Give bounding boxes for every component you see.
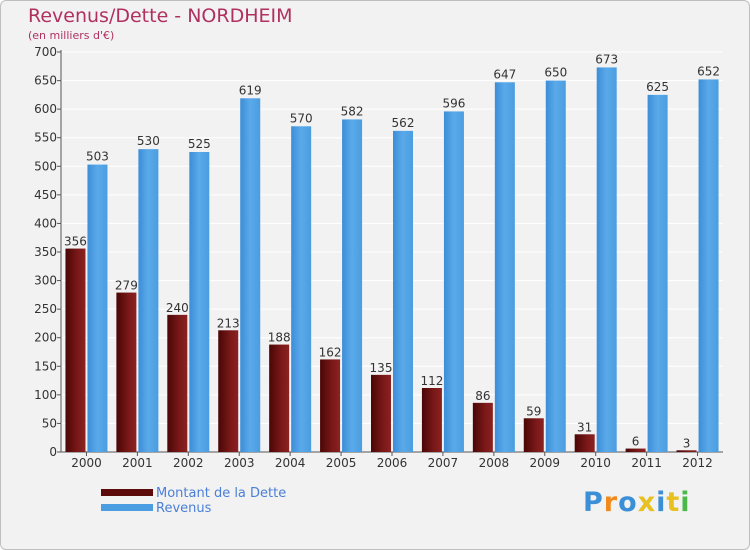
bar-debt-2000 xyxy=(65,248,86,452)
legend-label-revenus: Revenus xyxy=(156,501,212,516)
data-label-debt-2009: 59 xyxy=(526,404,541,418)
logo-letter: o xyxy=(618,487,638,518)
proxiti-logo: Proxiti xyxy=(583,487,691,518)
y-tick-label: 450 xyxy=(34,188,57,202)
x-tick-label-2009: 2009 xyxy=(529,456,560,470)
data-label-debt-2011: 6 xyxy=(632,435,640,449)
legend-swatch-revenus xyxy=(101,504,153,511)
bar-debt-2007 xyxy=(421,388,442,452)
x-tick-label-2011: 2011 xyxy=(631,456,662,470)
logo-letter: t xyxy=(666,487,681,518)
y-tick-label: 200 xyxy=(34,331,57,345)
bar-debt-2006 xyxy=(371,374,391,452)
y-tick-label: 500 xyxy=(34,159,57,173)
chart-subtitle: (en milliers d'€) xyxy=(28,29,115,42)
bar-revenus-2012 xyxy=(698,79,719,452)
logo-letter: i xyxy=(680,487,691,518)
data-label-debt-2006: 135 xyxy=(370,361,393,375)
data-label-revenus-2007: 596 xyxy=(442,96,465,110)
x-tick-label-2007: 2007 xyxy=(428,456,459,470)
data-label-revenus-2011: 625 xyxy=(646,80,669,94)
chart-title: Revenus/Dette - NORDHEIM xyxy=(28,5,293,27)
data-label-revenus-2004: 570 xyxy=(290,111,313,125)
y-tick-label: 150 xyxy=(34,359,57,373)
x-tick-label-2008: 2008 xyxy=(479,456,510,470)
bars xyxy=(65,67,719,453)
bar-revenus-2007 xyxy=(443,111,464,452)
logo-letter: P xyxy=(583,487,604,518)
data-label-revenus-2008: 647 xyxy=(493,67,516,81)
y-tick-label: 50 xyxy=(42,416,57,430)
bar-debt-2005 xyxy=(320,359,341,452)
y-tick-label: 300 xyxy=(34,274,57,288)
bar-revenus-2010 xyxy=(596,67,617,452)
data-label-debt-2000: 356 xyxy=(64,235,87,249)
logo-letter: i xyxy=(656,487,667,518)
x-tick-label-2010: 2010 xyxy=(580,456,611,470)
data-label-debt-2005: 162 xyxy=(319,345,342,359)
bar-debt-2008 xyxy=(472,402,493,452)
data-label-debt-2003: 213 xyxy=(217,316,240,330)
bar-revenus-2008 xyxy=(494,82,515,453)
data-label-debt-2007: 112 xyxy=(420,374,443,388)
data-label-revenus-2006: 562 xyxy=(392,116,415,130)
data-label-revenus-2001: 530 xyxy=(137,134,160,148)
x-tick-label-2003: 2003 xyxy=(224,456,255,470)
data-label-revenus-2012: 652 xyxy=(697,64,720,78)
gridlines xyxy=(61,51,723,453)
bar-revenus-2001 xyxy=(138,149,159,452)
x-tick-label-2000: 2000 xyxy=(71,456,102,470)
bar-revenus-2011 xyxy=(647,94,668,452)
y-tick-label: 250 xyxy=(34,302,57,316)
x-tick-label-2006: 2006 xyxy=(377,456,408,470)
y-tick-label: 650 xyxy=(34,74,57,88)
legend-swatch-debt xyxy=(101,489,153,496)
data-label-debt-2002: 240 xyxy=(166,301,189,315)
bar-revenus-2005 xyxy=(342,119,363,452)
logo-letter: r xyxy=(603,487,619,518)
x-tick-label-2012: 2012 xyxy=(682,456,713,470)
x-tick-label-2004: 2004 xyxy=(275,456,306,470)
bar-revenus-2009 xyxy=(545,80,566,453)
data-label-debt-2012: 3 xyxy=(683,436,691,450)
data-label-revenus-2005: 582 xyxy=(341,104,364,118)
x-tick-label-2002: 2002 xyxy=(173,456,204,470)
bar-debt-2011 xyxy=(625,448,646,452)
bar-debt-2009 xyxy=(523,418,544,452)
y-tick-label: 0 xyxy=(49,445,57,459)
data-label-debt-2004: 188 xyxy=(268,331,291,345)
data-label-revenus-2002: 525 xyxy=(188,137,211,151)
x-tick-label-2001: 2001 xyxy=(122,456,153,470)
bar-revenus-2000 xyxy=(87,164,108,453)
bar-revenus-2003 xyxy=(240,98,261,453)
data-labels: 356 503 279 530 240 525 213 619 188 570 162 582 135 5… xyxy=(64,52,720,450)
bar-revenus-2004 xyxy=(291,126,312,453)
data-label-debt-2010: 31 xyxy=(577,420,592,434)
bar-revenus-2006 xyxy=(393,130,413,452)
y-tick-label: 400 xyxy=(34,216,57,230)
bar-debt-2001 xyxy=(116,292,137,452)
y-tick-label: 600 xyxy=(34,102,57,116)
bar-debt-2010 xyxy=(574,434,595,452)
data-label-revenus-2003: 619 xyxy=(239,83,262,97)
data-label-revenus-2009: 650 xyxy=(544,66,567,80)
y-tick-label: 100 xyxy=(34,388,57,402)
y-tick-label: 700 xyxy=(34,45,57,59)
x-tick-label-2005: 2005 xyxy=(326,456,357,470)
logo-letter: x xyxy=(637,487,657,518)
data-label-revenus-2000: 503 xyxy=(86,150,109,164)
legend-label-debt: Montant de la Dette xyxy=(156,486,287,501)
bar-debt-2003 xyxy=(218,330,239,452)
data-label-revenus-2010: 673 xyxy=(595,52,618,66)
bar-debt-2012 xyxy=(676,450,697,452)
y-tick-label: 350 xyxy=(34,245,57,259)
bar-debt-2004 xyxy=(269,344,290,452)
y-tick-label: 550 xyxy=(34,131,57,145)
bar-revenus-2002 xyxy=(189,152,210,452)
data-label-debt-2001: 279 xyxy=(115,279,138,293)
bar-debt-2002 xyxy=(167,314,188,452)
data-label-debt-2008: 86 xyxy=(475,389,490,403)
